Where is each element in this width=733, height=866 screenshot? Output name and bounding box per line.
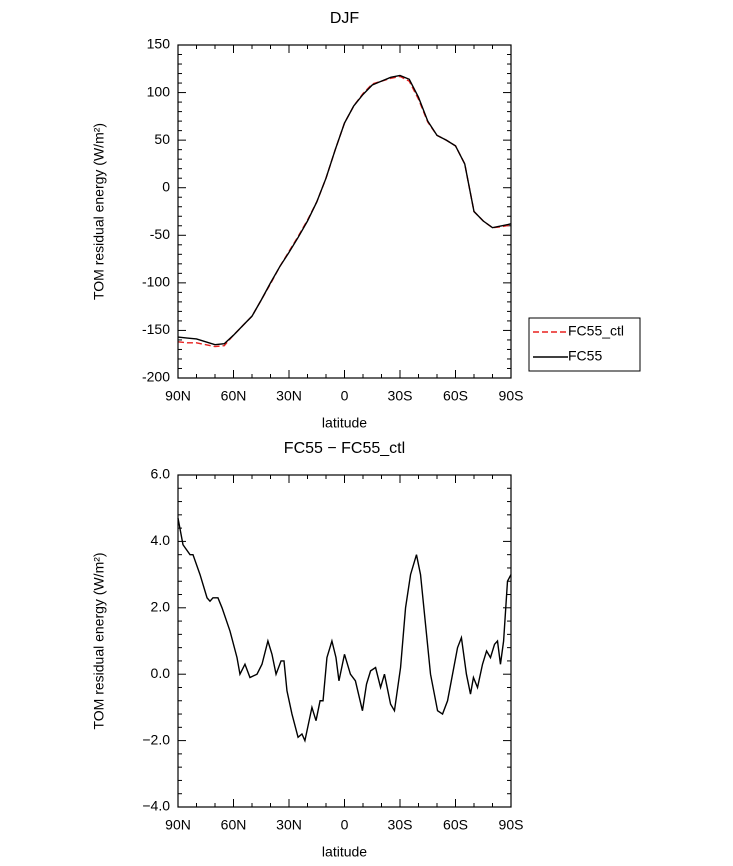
x-tick-label: 30N bbox=[276, 817, 302, 833]
y-tick-label: 100 bbox=[147, 83, 171, 99]
plot-frame bbox=[177, 474, 512, 808]
x-axis-label: latitude bbox=[322, 415, 367, 431]
x-tick-label: 30S bbox=[388, 817, 413, 833]
legend-label: FC55_ctl bbox=[568, 323, 624, 339]
x-axis-label: latitude bbox=[322, 844, 367, 860]
legend-box bbox=[528, 317, 641, 372]
x-tick-label: 60S bbox=[443, 817, 468, 833]
x-tick-label: 30N bbox=[276, 388, 302, 404]
y-tick-label: 50 bbox=[154, 131, 170, 147]
y-tick-label: -200 bbox=[142, 369, 170, 385]
chart-title: FC55 − FC55_ctl bbox=[284, 440, 405, 457]
x-tick-label: 60N bbox=[221, 817, 247, 833]
data-line bbox=[177, 518, 512, 743]
x-tick-label: 90N bbox=[165, 817, 191, 833]
y-tick-label: 150 bbox=[147, 36, 171, 52]
x-tick-label: 90N bbox=[165, 388, 191, 404]
y-tick-label: 6.0 bbox=[151, 466, 171, 482]
x-tick-label: 30S bbox=[388, 388, 413, 404]
x-tick-label: 90S bbox=[499, 817, 524, 833]
plot-frame bbox=[177, 44, 512, 379]
y-tick-label: 0 bbox=[162, 178, 170, 194]
chart-title: DJF bbox=[330, 10, 360, 27]
y-tick-label: -100 bbox=[142, 274, 170, 290]
y-axis-label: TOM residual energy (W/m²) bbox=[91, 552, 107, 729]
y-tick-label: −2.0 bbox=[142, 731, 170, 747]
data-line bbox=[177, 74, 512, 346]
y-tick-label: −4.0 bbox=[142, 798, 170, 814]
x-tick-label: 60S bbox=[443, 388, 468, 404]
x-tick-label: 60N bbox=[221, 388, 247, 404]
x-tick-label: 0 bbox=[341, 817, 349, 833]
x-tick-label: 90S bbox=[499, 388, 524, 404]
y-tick-label: 0.0 bbox=[151, 665, 171, 681]
y-tick-label: -50 bbox=[150, 226, 170, 242]
x-tick-label: 0 bbox=[341, 388, 349, 404]
data-line bbox=[177, 75, 512, 348]
y-tick-label: -150 bbox=[142, 321, 170, 337]
y-tick-label: 4.0 bbox=[151, 532, 171, 548]
y-tick-label: 2.0 bbox=[151, 599, 171, 615]
legend-label: FC55 bbox=[568, 348, 602, 364]
y-axis-label: TOM residual energy (W/m²) bbox=[91, 123, 107, 300]
